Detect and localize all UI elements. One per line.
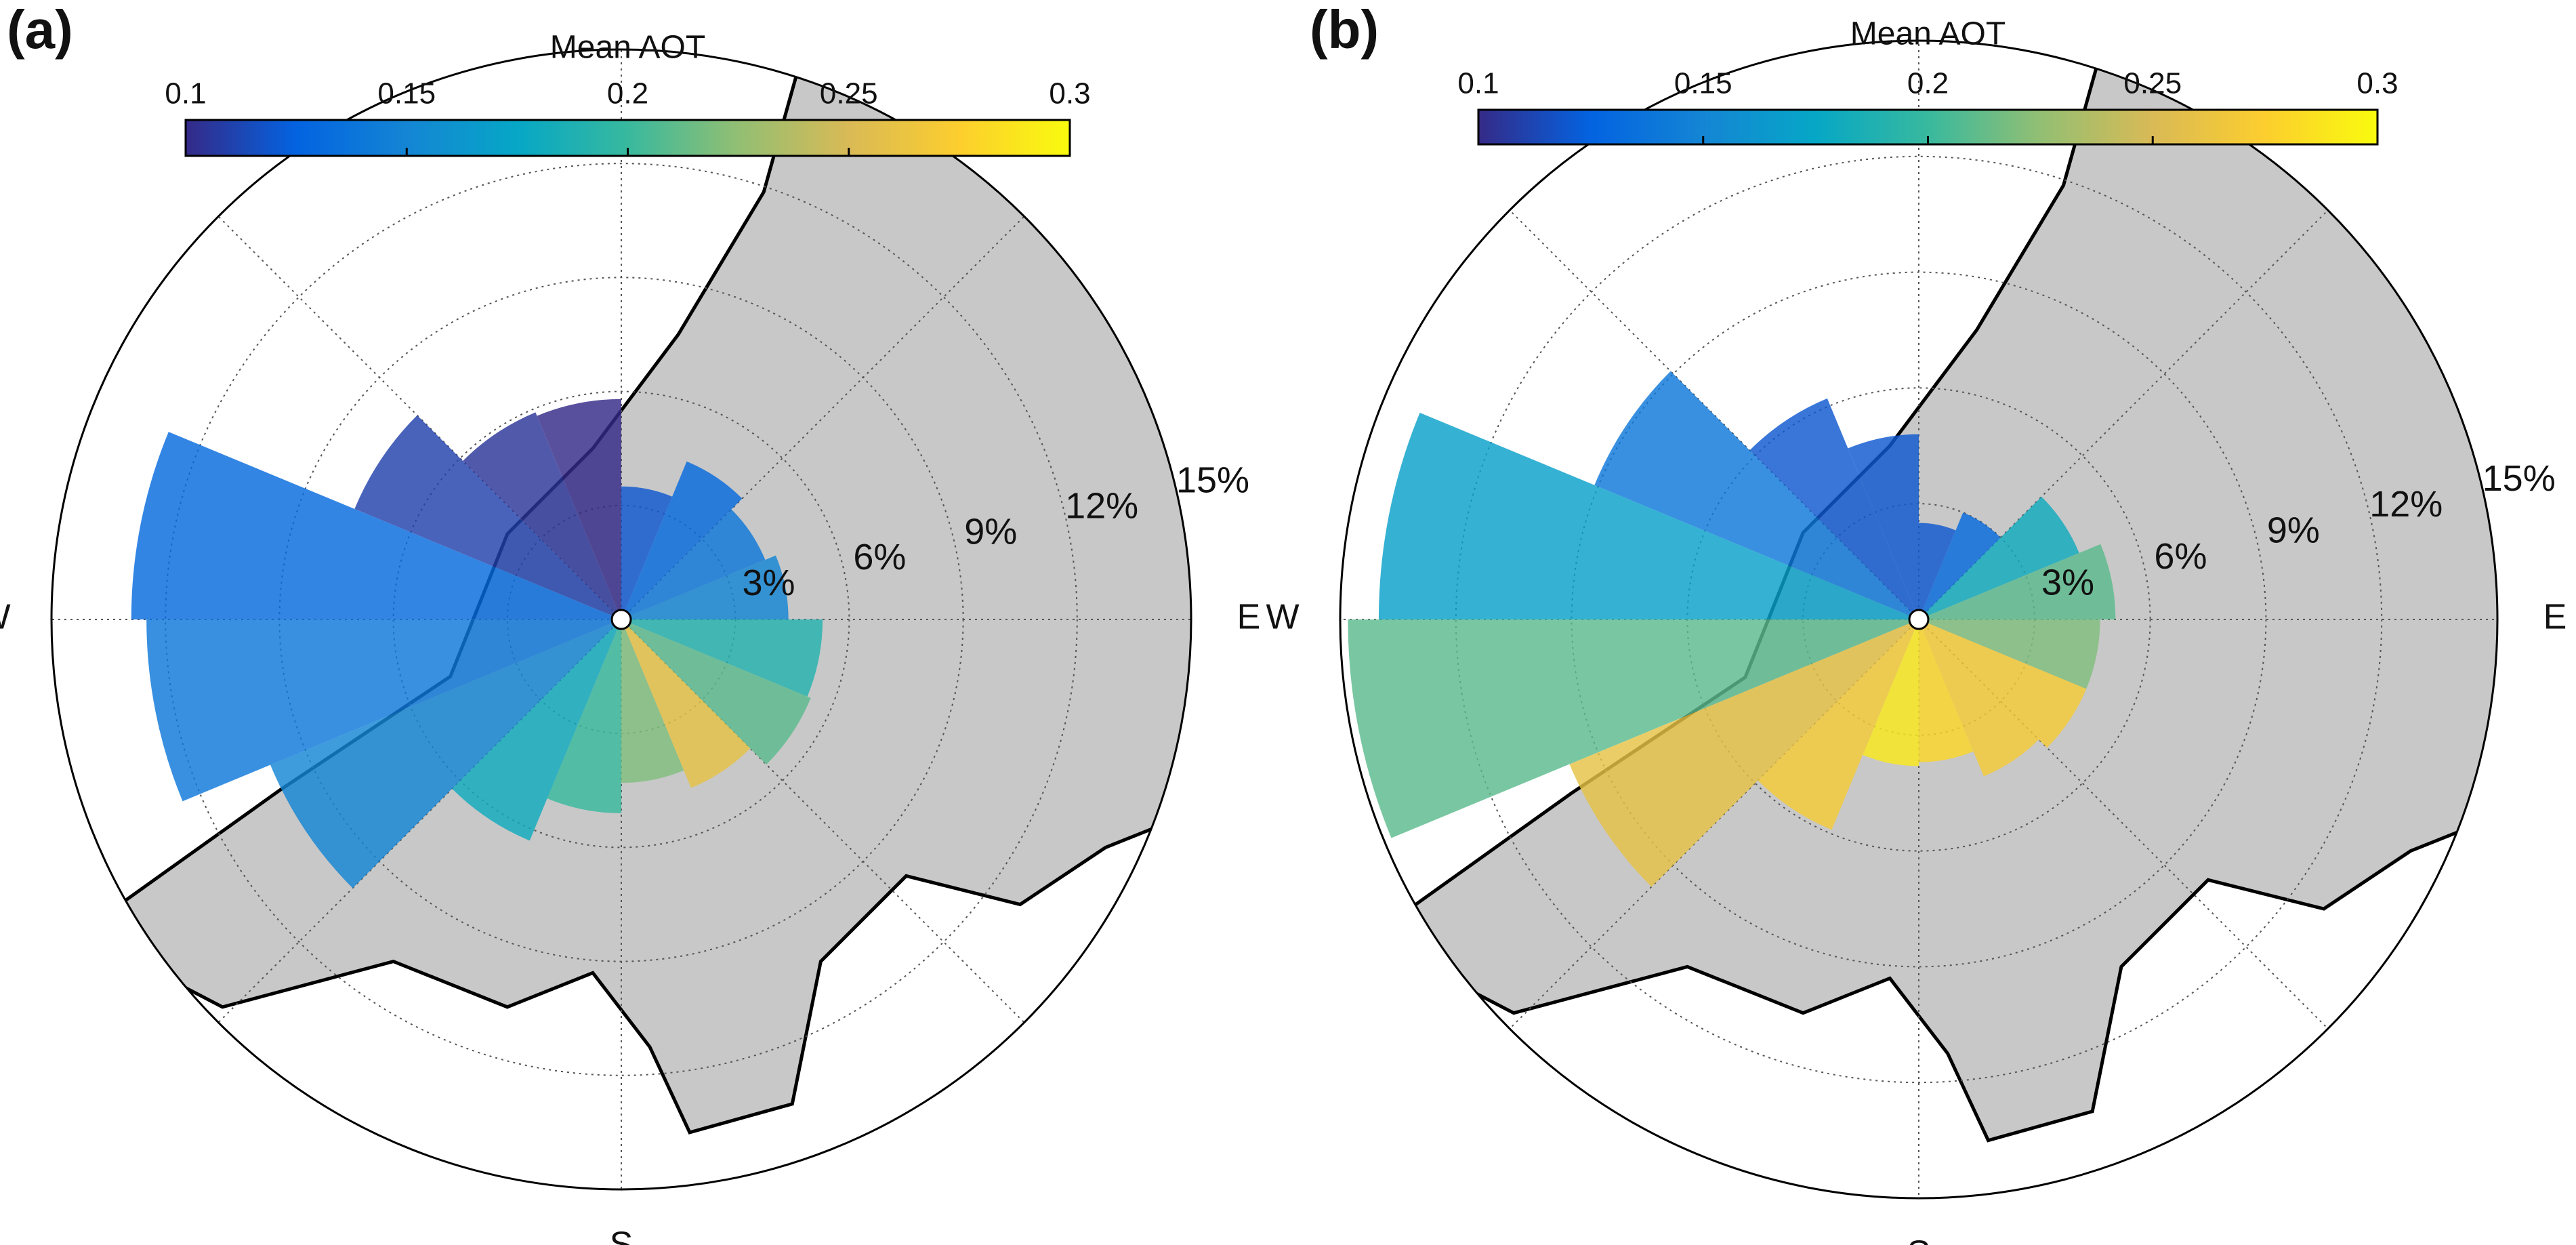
wedge [1919,619,2039,777]
direction-label: S [1907,1234,1931,1245]
direction-label: E [1237,598,1261,637]
grid-ring [165,163,1078,1076]
wedge [270,619,621,889]
colorbar-tick-label: 0.1 [1457,67,1499,100]
direction-label: E [2543,598,2567,637]
spoke [1509,619,1919,1029]
wedge [452,619,621,841]
colorbar-tick-label: 0.25 [2123,67,2182,100]
r-tick-label: 6% [853,537,906,577]
wedge [1919,619,2087,748]
colorbar-label: Mean AOT [1850,16,2006,52]
colorbar-tick-label: 0.15 [1674,67,1732,100]
grid-ring [392,390,850,849]
panel-label: (b) [1310,0,1379,60]
wedge [1919,619,2100,689]
center [1908,609,1930,630]
wedge [621,619,823,697]
wedge [1848,434,1919,619]
spoke [1918,209,2329,620]
wedge [146,619,621,802]
outline [1339,39,2499,1200]
wedge [621,486,673,619]
r-tick-label: 15% [1176,460,1249,501]
r-tick-label: 15% [2482,458,2556,499]
grid-ring [1571,271,2267,968]
wedge [1378,412,1919,619]
panel-label: (a) [7,0,73,60]
r-tick-label: 9% [964,511,1017,552]
colorbar-tick-label: 0.3 [2356,67,2398,100]
colorbar-tick-label: 0.2 [607,77,648,110]
colorbar-tick-label: 0.15 [377,77,436,110]
wedge [1919,523,1956,619]
wedge [1758,619,1919,830]
r-tick-label: 3% [742,563,795,603]
wedge [621,509,766,619]
wedge [463,412,621,619]
r-tick-label: 6% [2154,536,2207,577]
colorbar-tick-label: 0.25 [820,77,878,110]
wedge [1569,619,1919,887]
wedge [354,415,621,619]
wedge [1919,512,2001,619]
wedge [537,399,621,619]
spoke [1509,209,1919,620]
colorbar-tick-label: 0.3 [1049,77,1090,110]
r-tick-label: 12% [1065,486,1138,527]
direction-label: W [1266,598,1299,637]
wedge [1919,619,1974,762]
panel: 3% 6% 9% 12% 15% E S W (b) Mean AOT 0.1 0.15 0.2 0.25… [1266,0,2567,1245]
wedge [1749,398,1919,619]
outline [50,48,1192,1191]
wedge [1919,544,2116,619]
wedge [547,619,621,813]
colorbar-tick-label: 0.1 [165,77,206,110]
wedge [621,619,811,765]
grid-ring [1455,155,2383,1084]
r-tick-label: 3% [2041,562,2094,603]
r-tick-label: 12% [2369,484,2443,525]
direction-label: W [0,598,11,637]
wedge [621,555,789,619]
panel: 3% 6% 9% 12% 15% E S W (a) Mean AOT 0.1 0.15 0.2 0.25… [0,0,1260,1245]
wedge [621,619,751,788]
wedge [621,619,684,783]
wedge [1919,496,2079,619]
spoke [1918,619,2329,1029]
colorbar-tick-label: 0.2 [1907,67,1949,100]
r-tick-label: 9% [2267,510,2320,551]
wedge [131,432,622,619]
wedge [1594,371,1919,619]
direction-label: S [610,1225,633,1245]
center [610,609,632,630]
wedge [1348,619,1919,838]
wedge [621,461,743,619]
wedge [1863,619,1919,767]
colorbar-label: Mean AOT [550,30,705,66]
